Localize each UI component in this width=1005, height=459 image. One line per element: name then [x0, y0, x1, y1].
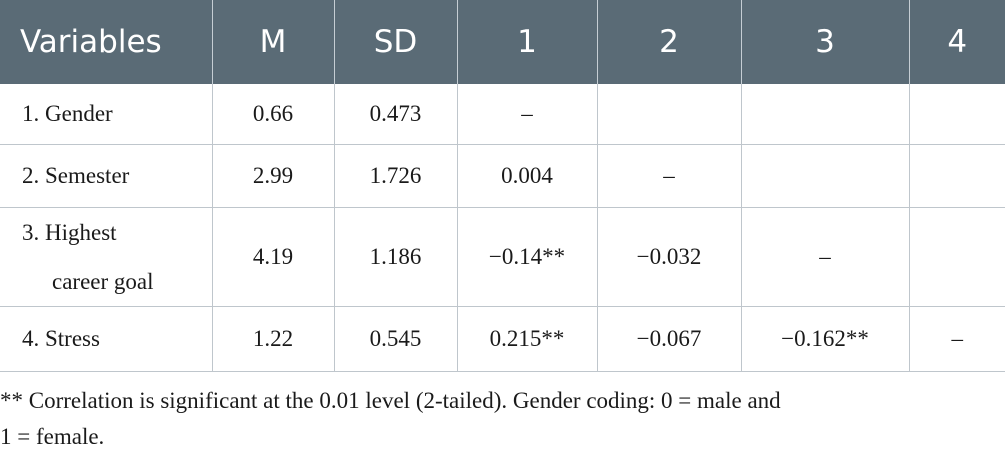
- variable-label-line2: career goal: [52, 269, 154, 294]
- corr-cell: [908, 207, 1005, 307]
- mean-cell: 4.19: [211, 207, 334, 307]
- header-col-4: 4: [908, 0, 1005, 84]
- header-variables: Variables: [0, 0, 212, 84]
- table-row: 1. Gender 0.66 0.473 –: [0, 84, 1005, 145]
- table-footnote: ** Correlation is significant at the 0.0…: [0, 383, 960, 455]
- corr-cell: 0.215**: [456, 306, 597, 372]
- header-row: Variables M SD 1 2 3 4: [0, 0, 1005, 84]
- corr-cell: –: [596, 144, 741, 208]
- correlation-table: Variables M SD 1 2 3 4 1. Gender 0.66 0.…: [0, 0, 1005, 372]
- header-m: M: [211, 0, 334, 84]
- sd-cell: 0.473: [333, 84, 457, 145]
- corr-cell: −0.032: [596, 207, 741, 307]
- header-col-3: 3: [740, 0, 909, 84]
- header-col-2: 2: [596, 0, 741, 84]
- header-col-1: 1: [456, 0, 597, 84]
- corr-cell: –: [740, 207, 909, 307]
- corr-cell: −0.162**: [740, 306, 909, 372]
- corr-cell: [908, 84, 1005, 145]
- table-row: 3. Highest career goal 4.19 1.186 −0.14*…: [0, 207, 1005, 307]
- mean-cell: 2.99: [211, 144, 334, 208]
- corr-cell: 0.004: [456, 144, 597, 208]
- corr-cell: [908, 144, 1005, 208]
- corr-cell: [740, 84, 909, 145]
- table-row: 2. Semester 2.99 1.726 0.004 –: [0, 144, 1005, 208]
- variable-cell: 3. Highest career goal: [0, 207, 212, 307]
- corr-cell: [740, 144, 909, 208]
- mean-cell: 0.66: [211, 84, 334, 145]
- corr-cell: −0.14**: [456, 207, 597, 307]
- footnote-line1: ** Correlation is significant at the 0.0…: [0, 388, 781, 413]
- sd-cell: 0.545: [333, 306, 457, 372]
- sd-cell: 1.186: [333, 207, 457, 307]
- variable-cell: 4. Stress: [0, 306, 212, 372]
- table-row: 4. Stress 1.22 0.545 0.215** −0.067 −0.1…: [0, 306, 1005, 372]
- variable-cell: 1. Gender: [0, 84, 212, 145]
- corr-cell: –: [908, 306, 1005, 372]
- corr-cell: [596, 84, 741, 145]
- mean-cell: 1.22: [211, 306, 334, 372]
- header-sd: SD: [333, 0, 457, 84]
- variable-cell: 2. Semester: [0, 144, 212, 208]
- sd-cell: 1.726: [333, 144, 457, 208]
- variable-label-line1: 3. Highest: [22, 220, 117, 245]
- footnote-line2: 1 = female.: [0, 424, 105, 449]
- corr-cell: –: [456, 84, 597, 145]
- corr-cell: −0.067: [596, 306, 741, 372]
